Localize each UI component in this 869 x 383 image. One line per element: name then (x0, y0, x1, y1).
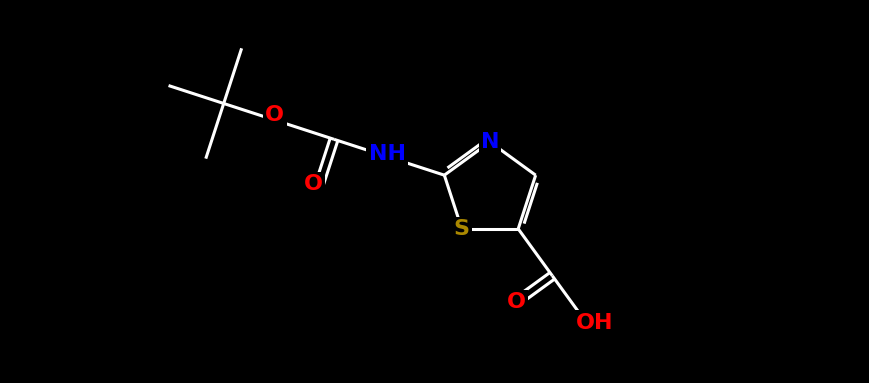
Text: O: O (265, 105, 284, 125)
Text: O: O (303, 174, 322, 194)
Text: OH: OH (575, 313, 613, 333)
Text: O: O (506, 293, 525, 313)
Text: NH: NH (368, 144, 405, 164)
Text: S: S (454, 219, 469, 239)
Text: N: N (481, 132, 499, 152)
